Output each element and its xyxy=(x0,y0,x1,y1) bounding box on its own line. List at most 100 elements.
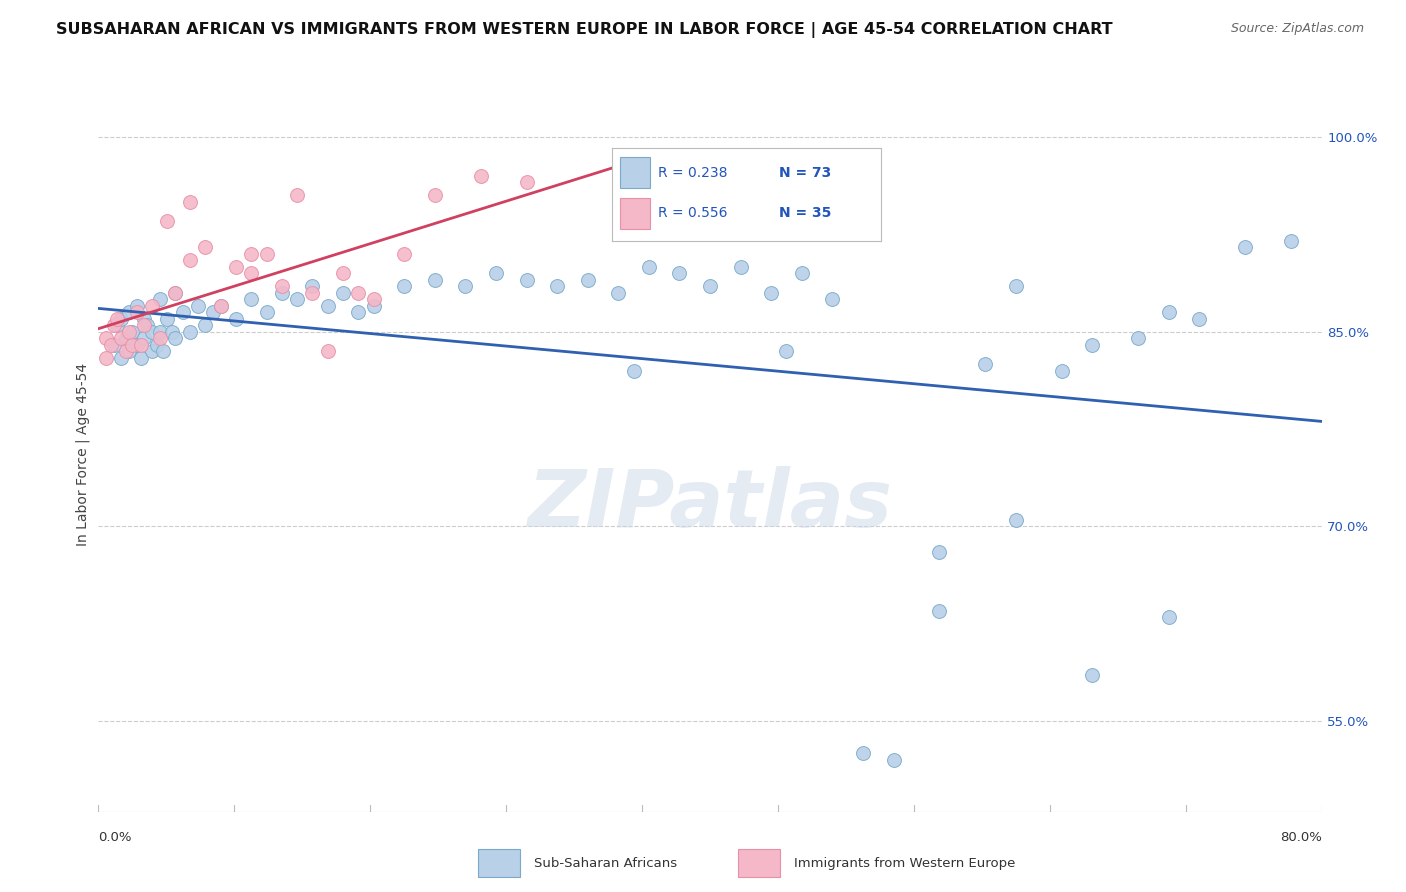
Point xyxy=(145,337,167,351)
Point xyxy=(194,240,217,254)
Point xyxy=(149,292,172,306)
Text: ZIPatlas: ZIPatlas xyxy=(527,466,893,544)
FancyBboxPatch shape xyxy=(620,198,650,228)
Point xyxy=(546,279,568,293)
Point xyxy=(209,299,232,313)
Point xyxy=(179,253,201,268)
Point xyxy=(256,305,278,319)
Text: SUBSAHARAN AFRICAN VS IMMIGRANTS FROM WESTERN EUROPE IN LABOR FORCE | AGE 45-54 : SUBSAHARAN AFRICAN VS IMMIGRANTS FROM WE… xyxy=(56,22,1114,38)
Point xyxy=(94,351,117,365)
Point xyxy=(363,292,385,306)
Point xyxy=(225,311,247,326)
Point xyxy=(347,285,370,300)
Point xyxy=(1128,331,1150,345)
Point xyxy=(316,344,339,359)
Point xyxy=(129,351,152,365)
Text: Source: ZipAtlas.com: Source: ZipAtlas.com xyxy=(1230,22,1364,36)
Point xyxy=(202,305,225,319)
Text: N = 35: N = 35 xyxy=(779,206,831,220)
Point xyxy=(94,331,117,345)
Point xyxy=(110,311,132,326)
Point xyxy=(125,305,148,319)
Point xyxy=(1188,311,1211,326)
FancyBboxPatch shape xyxy=(620,157,650,188)
Point xyxy=(1004,513,1026,527)
Point xyxy=(118,325,141,339)
Point xyxy=(316,299,339,313)
Point xyxy=(301,285,323,300)
Point xyxy=(172,305,194,319)
Point xyxy=(761,285,783,300)
Text: N = 73: N = 73 xyxy=(779,166,831,180)
Point xyxy=(160,325,183,339)
Point xyxy=(423,273,446,287)
Point xyxy=(256,247,278,261)
Point xyxy=(270,285,294,300)
Point xyxy=(115,331,138,345)
Point xyxy=(392,279,416,293)
Point xyxy=(1234,240,1257,254)
Point xyxy=(332,285,354,300)
Point xyxy=(699,279,721,293)
Point xyxy=(110,331,132,345)
Point xyxy=(270,279,294,293)
Point xyxy=(928,545,950,559)
Point xyxy=(730,260,752,274)
Text: Sub-Saharan Africans: Sub-Saharan Africans xyxy=(534,856,678,870)
Point xyxy=(285,292,308,306)
Point xyxy=(285,188,308,202)
Point xyxy=(105,311,128,326)
Point xyxy=(301,279,323,293)
Point xyxy=(129,337,152,351)
Point xyxy=(179,325,201,339)
Point xyxy=(576,273,599,287)
Text: R = 0.556: R = 0.556 xyxy=(658,206,727,220)
Point xyxy=(136,318,159,333)
Point xyxy=(134,311,156,326)
Point xyxy=(485,266,508,280)
Point xyxy=(152,344,174,359)
Point xyxy=(209,299,232,313)
Point xyxy=(121,325,143,339)
Point xyxy=(240,266,263,280)
Point xyxy=(100,337,122,351)
Point xyxy=(240,247,263,261)
Text: 80.0%: 80.0% xyxy=(1279,831,1322,844)
Point xyxy=(928,604,950,618)
Point xyxy=(883,753,905,767)
Point xyxy=(423,188,446,202)
Point xyxy=(821,292,844,306)
Point xyxy=(332,266,354,280)
Point xyxy=(121,337,143,351)
Point xyxy=(240,292,263,306)
Point xyxy=(163,285,186,300)
Point xyxy=(179,194,201,209)
Point xyxy=(852,747,875,761)
Point xyxy=(141,344,163,359)
Point xyxy=(141,299,163,313)
Point xyxy=(105,318,128,333)
Point xyxy=(103,337,125,351)
Point xyxy=(470,169,492,183)
Point xyxy=(156,214,179,228)
Point xyxy=(103,318,125,333)
Text: R = 0.238: R = 0.238 xyxy=(658,166,727,180)
Point xyxy=(118,305,141,319)
Point xyxy=(363,299,385,313)
Point xyxy=(125,337,148,351)
Point xyxy=(1157,610,1180,624)
Point xyxy=(149,331,172,345)
Point xyxy=(668,266,690,280)
Point xyxy=(974,357,997,371)
Point xyxy=(623,363,645,377)
Point xyxy=(607,285,630,300)
Point xyxy=(110,351,132,365)
Point xyxy=(163,331,186,345)
FancyBboxPatch shape xyxy=(738,849,780,877)
Point xyxy=(638,260,661,274)
Point xyxy=(790,266,813,280)
Text: 0.0%: 0.0% xyxy=(98,831,132,844)
Point xyxy=(134,331,156,345)
Point xyxy=(1157,305,1180,319)
Point xyxy=(225,260,247,274)
